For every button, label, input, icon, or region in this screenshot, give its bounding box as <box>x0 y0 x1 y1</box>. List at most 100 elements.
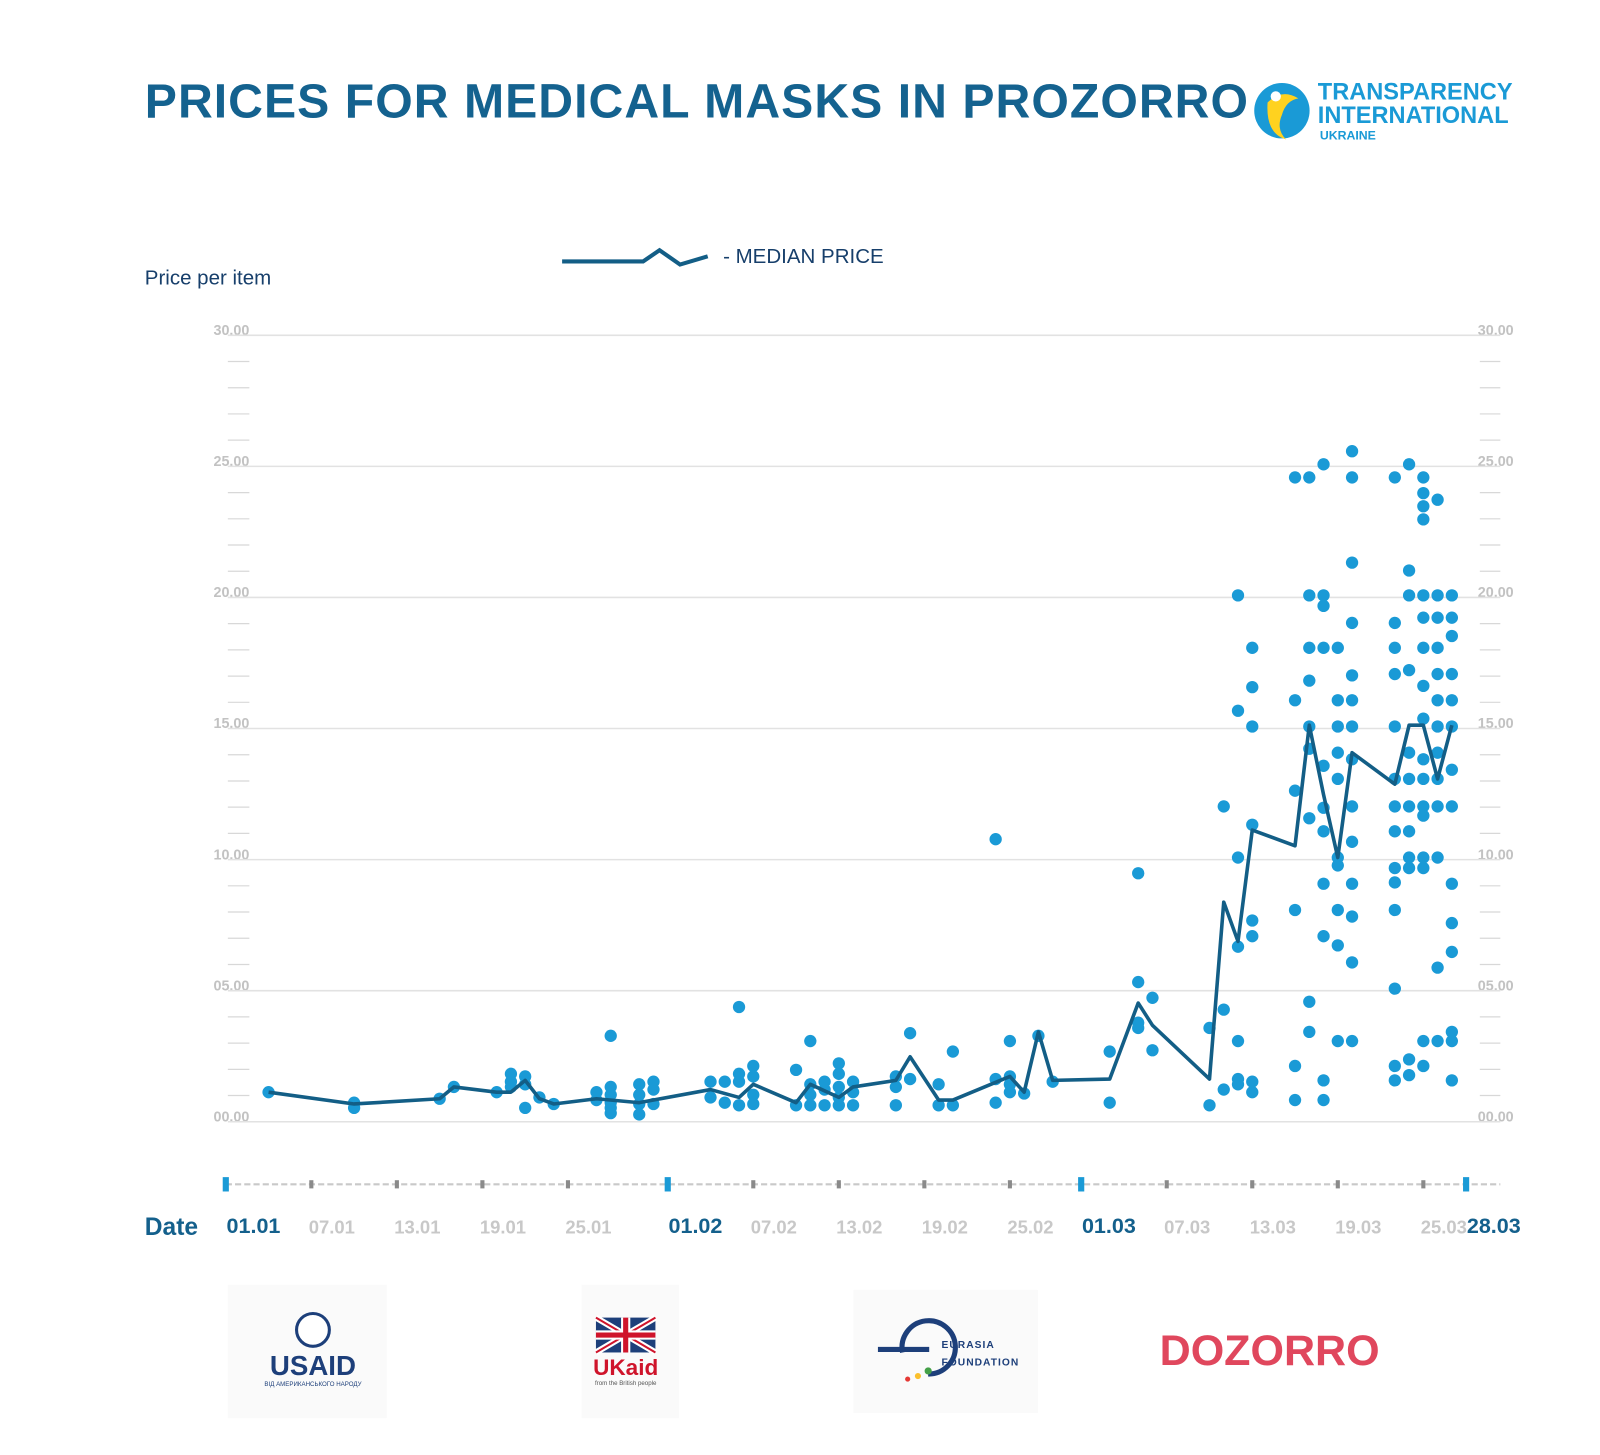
price-point <box>1431 611 1444 624</box>
x-tick <box>480 1180 485 1189</box>
price-point <box>1417 500 1430 513</box>
price-point <box>804 1099 817 1112</box>
ti-org-line: TRANSPARENCY <box>1318 79 1513 105</box>
price-point <box>747 1070 760 1083</box>
y-tick-label-right: 10.00 <box>1478 847 1514 863</box>
price-point <box>1417 1059 1430 1073</box>
x-major-tick <box>664 1177 671 1192</box>
price-point <box>1388 876 1401 889</box>
price-point <box>1388 616 1401 630</box>
ukaid-subtext: from the British people <box>595 1380 657 1387</box>
price-point <box>1345 556 1359 569</box>
ti-logo-head <box>1270 91 1281 102</box>
x-major-tick-label: 28.03 <box>1467 1214 1521 1238</box>
x-major-tick-label: 01.01 <box>227 1214 281 1238</box>
y-tick-label: 20.00 <box>213 585 249 601</box>
price-point <box>1402 746 1416 759</box>
price-point <box>1288 694 1302 707</box>
dozorro-text: DOZORRO <box>1160 1327 1380 1375</box>
price-point <box>1402 458 1416 471</box>
price-point <box>1317 930 1330 943</box>
price-point <box>732 1075 746 1088</box>
price-point <box>1317 825 1330 838</box>
x-major-tick-label: 01.03 <box>1082 1214 1136 1238</box>
price-point <box>1431 667 1444 681</box>
price-point <box>1217 1083 1230 1096</box>
price-point <box>1345 720 1359 733</box>
price-point <box>1288 1093 1302 1107</box>
eurasia-text: FOUNDATION <box>942 1357 1020 1368</box>
y-tick-label: 25.00 <box>213 454 249 470</box>
price-point <box>1132 867 1145 880</box>
x-tick-label: 19.03 <box>1335 1216 1381 1237</box>
ukaid-text: UKaid <box>593 1355 658 1380</box>
x-tick <box>1007 1180 1012 1189</box>
price-point <box>1246 1086 1259 1099</box>
price-point <box>1331 641 1344 654</box>
price-point <box>1317 759 1330 772</box>
price-point <box>1246 818 1259 831</box>
price-point <box>1345 669 1359 682</box>
y-tick-label-right: 20.00 <box>1478 585 1514 601</box>
price-point <box>1445 1074 1459 1087</box>
price-point <box>1388 471 1401 484</box>
price-point <box>1345 835 1359 848</box>
x-axis-title: Date <box>145 1214 198 1241</box>
x-tick <box>922 1180 927 1189</box>
eurasia-mark <box>899 1318 958 1377</box>
price-point <box>1445 611 1459 624</box>
price-point <box>1417 712 1430 725</box>
legend-label: - MEDIAN PRICE <box>723 245 884 268</box>
price-point <box>1231 1034 1245 1048</box>
price-point <box>1288 784 1302 797</box>
price-point <box>1246 641 1259 654</box>
price-point <box>1431 493 1444 506</box>
price-point <box>1288 903 1302 917</box>
price-point <box>1402 1053 1416 1066</box>
x-tick-label: 07.02 <box>751 1216 797 1237</box>
price-point <box>1345 877 1359 890</box>
price-point <box>1246 720 1259 733</box>
price-point <box>1417 471 1430 484</box>
price-point <box>1146 1044 1159 1057</box>
price-point <box>1388 861 1401 875</box>
price-point <box>1288 1059 1302 1073</box>
price-point <box>1417 861 1430 875</box>
price-point <box>1317 458 1330 471</box>
price-point <box>1445 1034 1459 1048</box>
price-point <box>1246 930 1259 943</box>
price-point <box>1388 903 1401 917</box>
price-point <box>1246 1075 1259 1088</box>
price-point <box>1417 809 1430 822</box>
x-tick <box>394 1180 399 1189</box>
price-point <box>1388 641 1401 654</box>
price-point <box>1345 910 1359 923</box>
price-point <box>1402 861 1416 875</box>
x-tick <box>309 1180 314 1189</box>
price-point <box>1445 589 1459 602</box>
price-point <box>1445 694 1459 707</box>
usaid-text: USAID <box>270 1350 356 1381</box>
footer-logos: USAID ВІД АМЕРИКАНСЬКОГО НАРОДУ UKaid fr… <box>227 1284 1380 1419</box>
price-point <box>1417 589 1430 602</box>
price-point <box>718 1096 731 1109</box>
x-tick <box>1335 1180 1340 1189</box>
price-point <box>1331 694 1344 707</box>
price-point <box>1103 1096 1116 1109</box>
x-major-tick <box>1463 1177 1470 1192</box>
price-point <box>1417 641 1430 654</box>
price-point <box>1331 746 1344 759</box>
price-point <box>1417 851 1430 864</box>
eurasia-text: EURASIA <box>942 1340 995 1351</box>
x-tick-label: 13.02 <box>836 1216 882 1237</box>
price-point <box>804 1088 817 1101</box>
ti-logo: TRANSPARENCY INTERNATIONAL UKRAINE <box>1254 79 1513 143</box>
x-tick <box>1250 1180 1255 1189</box>
price-point <box>1246 680 1259 694</box>
price-point <box>1345 694 1359 707</box>
price-point <box>946 1045 960 1058</box>
y-tick-label-right: 30.00 <box>1478 323 1514 339</box>
price-point <box>1417 611 1430 624</box>
price-point <box>1303 812 1316 825</box>
